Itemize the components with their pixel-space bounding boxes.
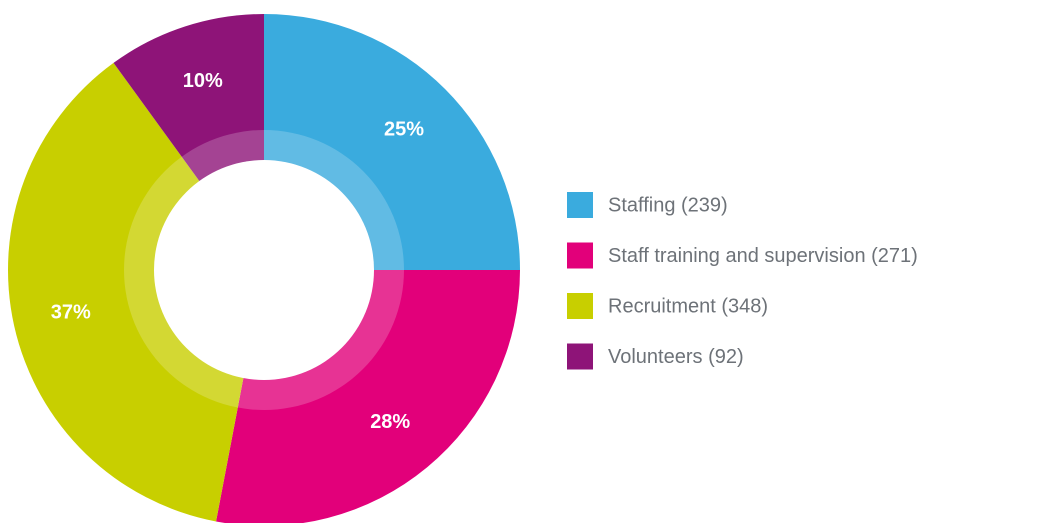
slice	[8, 62, 264, 522]
legend-swatch	[567, 242, 593, 269]
legend-swatch	[567, 293, 593, 319]
legend-label: Staff training and supervision (271)	[608, 245, 918, 267]
hole	[154, 160, 374, 380]
value-label: 10%	[183, 70, 223, 92]
legend-label: Volunteers (92)	[608, 346, 744, 368]
value-label: 28%	[370, 411, 410, 433]
legend-swatch	[567, 192, 593, 218]
legend-label: Recruitment (348)	[608, 295, 768, 317]
legend-label: Staffing (239)	[608, 194, 728, 216]
legend-swatch	[567, 343, 593, 370]
value-label: 25%	[384, 118, 424, 140]
value-label: 37%	[51, 301, 91, 323]
